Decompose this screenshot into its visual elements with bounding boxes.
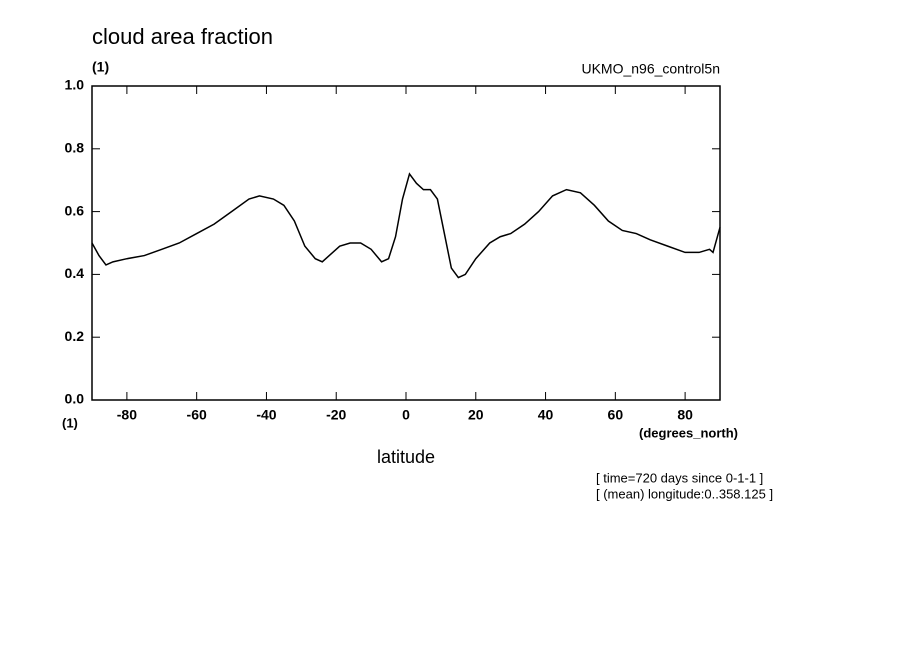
- y-tick-label: 0.4: [65, 265, 85, 281]
- x-tick-label: 60: [608, 407, 624, 423]
- y-tick-label: 0.8: [65, 140, 85, 156]
- x-tick-label: -40: [256, 407, 276, 423]
- y-tick-label: 0.2: [65, 328, 85, 344]
- data-line: [91, 172, 721, 279]
- x-tick-label: 20: [468, 407, 484, 423]
- model-label: UKMO_n96_control5n: [581, 61, 720, 77]
- note: [ (mean) longitude:0..358.125 ]: [596, 486, 773, 501]
- plot-frame: [91, 85, 721, 401]
- x-units: (1): [62, 415, 78, 430]
- x-tick-label: 40: [538, 407, 554, 423]
- x-tick-label: 0: [402, 407, 410, 423]
- y-tick-label: 0.0: [65, 391, 85, 407]
- y-units: (1): [92, 59, 109, 75]
- y-tick-label: 1.0: [65, 77, 85, 93]
- x-axis-units: (degrees_north): [639, 425, 738, 440]
- x-axis-label: latitude: [377, 447, 435, 467]
- x-tick-label: 80: [677, 407, 693, 423]
- note: [ time=720 days since 0-1-1 ]: [596, 470, 763, 485]
- x-tick-label: -20: [326, 407, 346, 423]
- y-tick-label: 0.6: [65, 202, 85, 218]
- x-tick-label: -80: [117, 407, 137, 423]
- x-tick-label: -60: [187, 407, 207, 423]
- chart-title: cloud area fraction: [92, 24, 273, 49]
